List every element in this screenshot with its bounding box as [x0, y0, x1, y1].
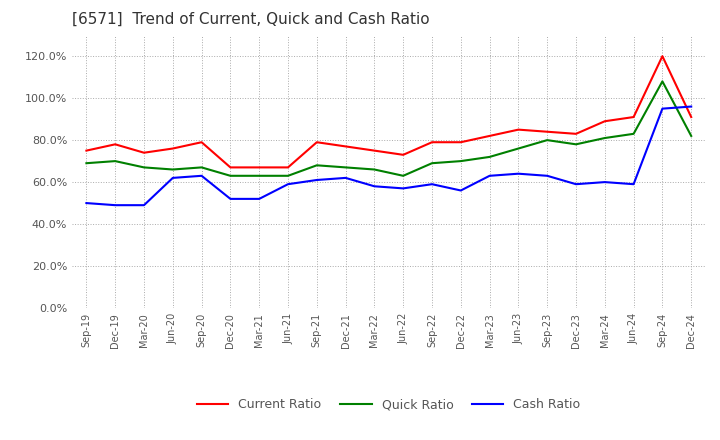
Current Ratio [197, 139, 206, 145]
Cash Ratio [140, 202, 148, 208]
Quick Ratio [687, 133, 696, 139]
Quick Ratio [312, 163, 321, 168]
Cash Ratio [284, 182, 292, 187]
Cash Ratio [658, 106, 667, 111]
Quick Ratio [485, 154, 494, 160]
Current Ratio [140, 150, 148, 155]
Cash Ratio [168, 175, 177, 180]
Quick Ratio [572, 142, 580, 147]
Current Ratio [255, 165, 264, 170]
Quick Ratio [600, 136, 609, 141]
Line: Quick Ratio: Quick Ratio [86, 81, 691, 176]
Current Ratio [284, 165, 292, 170]
Current Ratio [456, 139, 465, 145]
Cash Ratio [255, 196, 264, 202]
Quick Ratio [658, 79, 667, 84]
Cash Ratio [226, 196, 235, 202]
Quick Ratio [456, 158, 465, 164]
Current Ratio [341, 144, 350, 149]
Cash Ratio [485, 173, 494, 179]
Quick Ratio [341, 165, 350, 170]
Current Ratio [370, 148, 379, 153]
Cash Ratio [370, 183, 379, 189]
Current Ratio [428, 139, 436, 145]
Quick Ratio [226, 173, 235, 179]
Cash Ratio [572, 182, 580, 187]
Quick Ratio [514, 146, 523, 151]
Current Ratio [514, 127, 523, 132]
Quick Ratio [197, 165, 206, 170]
Current Ratio [687, 114, 696, 120]
Current Ratio [168, 146, 177, 151]
Quick Ratio [543, 137, 552, 143]
Current Ratio [658, 54, 667, 59]
Quick Ratio [629, 131, 638, 136]
Cash Ratio [82, 201, 91, 206]
Current Ratio [485, 133, 494, 139]
Quick Ratio [82, 161, 91, 166]
Cash Ratio [600, 180, 609, 185]
Cash Ratio [543, 173, 552, 179]
Current Ratio [399, 152, 408, 158]
Current Ratio [543, 129, 552, 134]
Cash Ratio [399, 186, 408, 191]
Line: Current Ratio: Current Ratio [86, 56, 691, 167]
Quick Ratio [168, 167, 177, 172]
Quick Ratio [111, 158, 120, 164]
Text: [6571]  Trend of Current, Quick and Cash Ratio: [6571] Trend of Current, Quick and Cash … [72, 12, 430, 27]
Cash Ratio [111, 202, 120, 208]
Quick Ratio [428, 161, 436, 166]
Quick Ratio [370, 167, 379, 172]
Quick Ratio [255, 173, 264, 179]
Current Ratio [600, 119, 609, 124]
Cash Ratio [687, 104, 696, 109]
Cash Ratio [514, 171, 523, 176]
Cash Ratio [428, 182, 436, 187]
Current Ratio [82, 148, 91, 153]
Quick Ratio [399, 173, 408, 179]
Cash Ratio [197, 173, 206, 179]
Quick Ratio [284, 173, 292, 179]
Quick Ratio [140, 165, 148, 170]
Cash Ratio [629, 182, 638, 187]
Cash Ratio [312, 177, 321, 183]
Cash Ratio [341, 175, 350, 180]
Current Ratio [226, 165, 235, 170]
Current Ratio [629, 114, 638, 120]
Current Ratio [312, 139, 321, 145]
Legend: Current Ratio, Quick Ratio, Cash Ratio: Current Ratio, Quick Ratio, Cash Ratio [192, 393, 585, 416]
Cash Ratio [456, 188, 465, 193]
Current Ratio [111, 142, 120, 147]
Line: Cash Ratio: Cash Ratio [86, 106, 691, 205]
Current Ratio [572, 131, 580, 136]
